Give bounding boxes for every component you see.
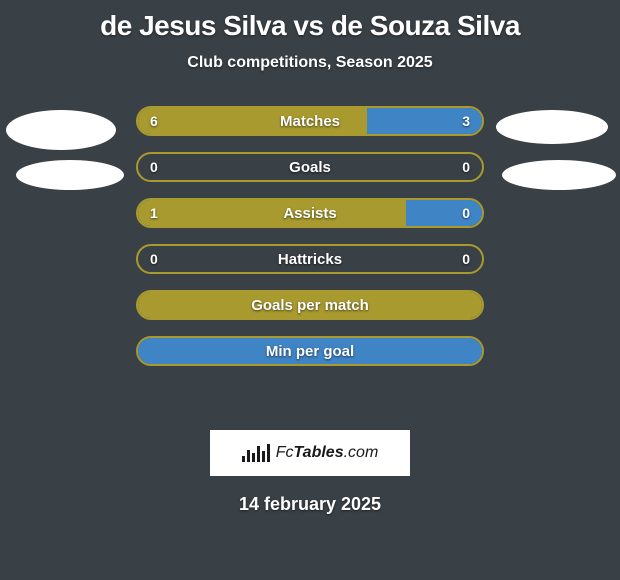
page-title: de Jesus Silva vs de Souza Silva <box>0 0 620 42</box>
brand-suffix: .com <box>344 444 379 461</box>
brand-bold: Tables <box>294 444 344 461</box>
bar-label: Goals per match <box>138 292 482 318</box>
player-b-photo-2 <box>502 160 616 190</box>
stat-row-assists: 10Assists <box>136 198 484 228</box>
bar-label: Assists <box>138 200 482 226</box>
stat-row-min-per-goal: Min per goal <box>136 336 484 366</box>
brand-badge: FcTables.com <box>210 430 410 476</box>
player-a-photo-2 <box>16 160 124 190</box>
stat-bars: 63Matches 00Goals 10Assists 00Hattricks Goal… <box>136 106 484 382</box>
bar-label: Hattricks <box>138 246 482 272</box>
bar-label: Min per goal <box>138 338 482 364</box>
stat-row-matches: 63Matches <box>136 106 484 136</box>
stat-row-hattricks: 00Hattricks <box>136 244 484 274</box>
bar-label: Goals <box>138 154 482 180</box>
stat-row-goals: 00Goals <box>136 152 484 182</box>
subtitle: Club competitions, Season 2025 <box>0 54 620 72</box>
date-label: 14 february 2025 <box>0 494 620 515</box>
comparison-arena: 63Matches00Goals10Assists00HattricksGoal… <box>0 112 620 412</box>
player-b-photo-1 <box>496 110 608 144</box>
brand-text: FcTables.com <box>276 444 379 462</box>
stat-row-goals-per-match: Goals per match <box>136 290 484 320</box>
player-a-photo-1 <box>6 110 116 150</box>
brand-bars-icon <box>242 444 270 462</box>
bar-label: Matches <box>138 108 482 134</box>
brand-prefix: Fc <box>276 444 294 461</box>
